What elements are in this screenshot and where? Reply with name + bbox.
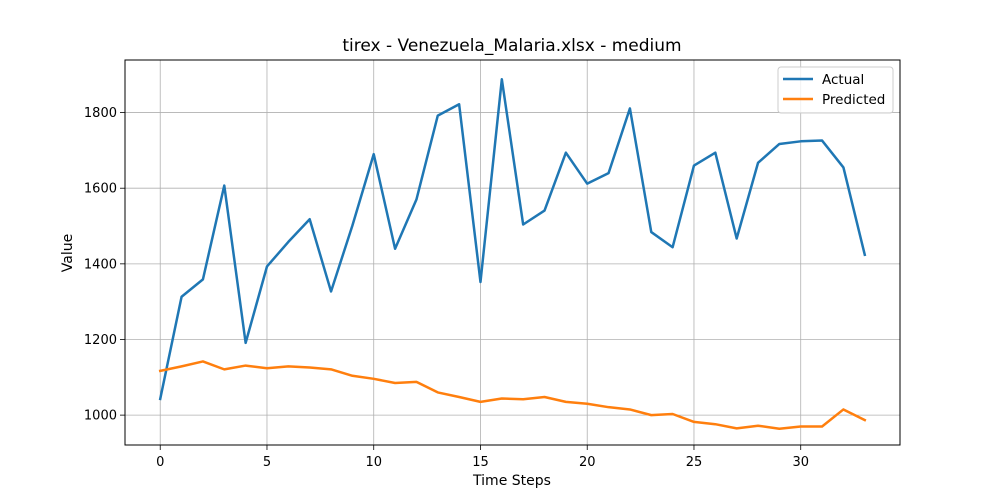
y-tick-label: 1200 xyxy=(84,333,117,348)
y-axis-label: Value xyxy=(60,234,76,272)
x-tick-label: 0 xyxy=(156,455,164,470)
series-line-actual xyxy=(158,78,867,401)
y-tick-label: 1800 xyxy=(84,106,117,121)
y-tick-label: 1000 xyxy=(84,409,117,424)
legend: Actual Predicted xyxy=(777,66,894,114)
x-tick-label: 15 xyxy=(472,455,489,470)
axis-ticks: 0 5 10 15 20 25 30 1000 1200 1400 1600 1800 xyxy=(84,106,809,470)
x-tick-label: 10 xyxy=(365,455,382,470)
x-tick-label: 20 xyxy=(579,455,596,470)
legend-label-actual: Actual xyxy=(822,72,864,88)
series-line-predicted xyxy=(158,360,867,430)
x-axis-label: Time Steps xyxy=(472,473,551,489)
y-tick-label: 1600 xyxy=(84,182,117,197)
plot-frame xyxy=(124,59,901,446)
legend-label-predicted: Predicted xyxy=(822,92,885,108)
chart-title: tirex - Venezuela_Malaria.xlsx - medium xyxy=(342,36,681,56)
y-tick-label: 1400 xyxy=(84,257,117,272)
x-tick-label: 30 xyxy=(792,455,809,470)
x-tick-label: 25 xyxy=(686,455,703,470)
series-lines xyxy=(158,78,867,430)
grid-lines xyxy=(125,60,900,445)
x-tick-label: 5 xyxy=(263,455,271,470)
